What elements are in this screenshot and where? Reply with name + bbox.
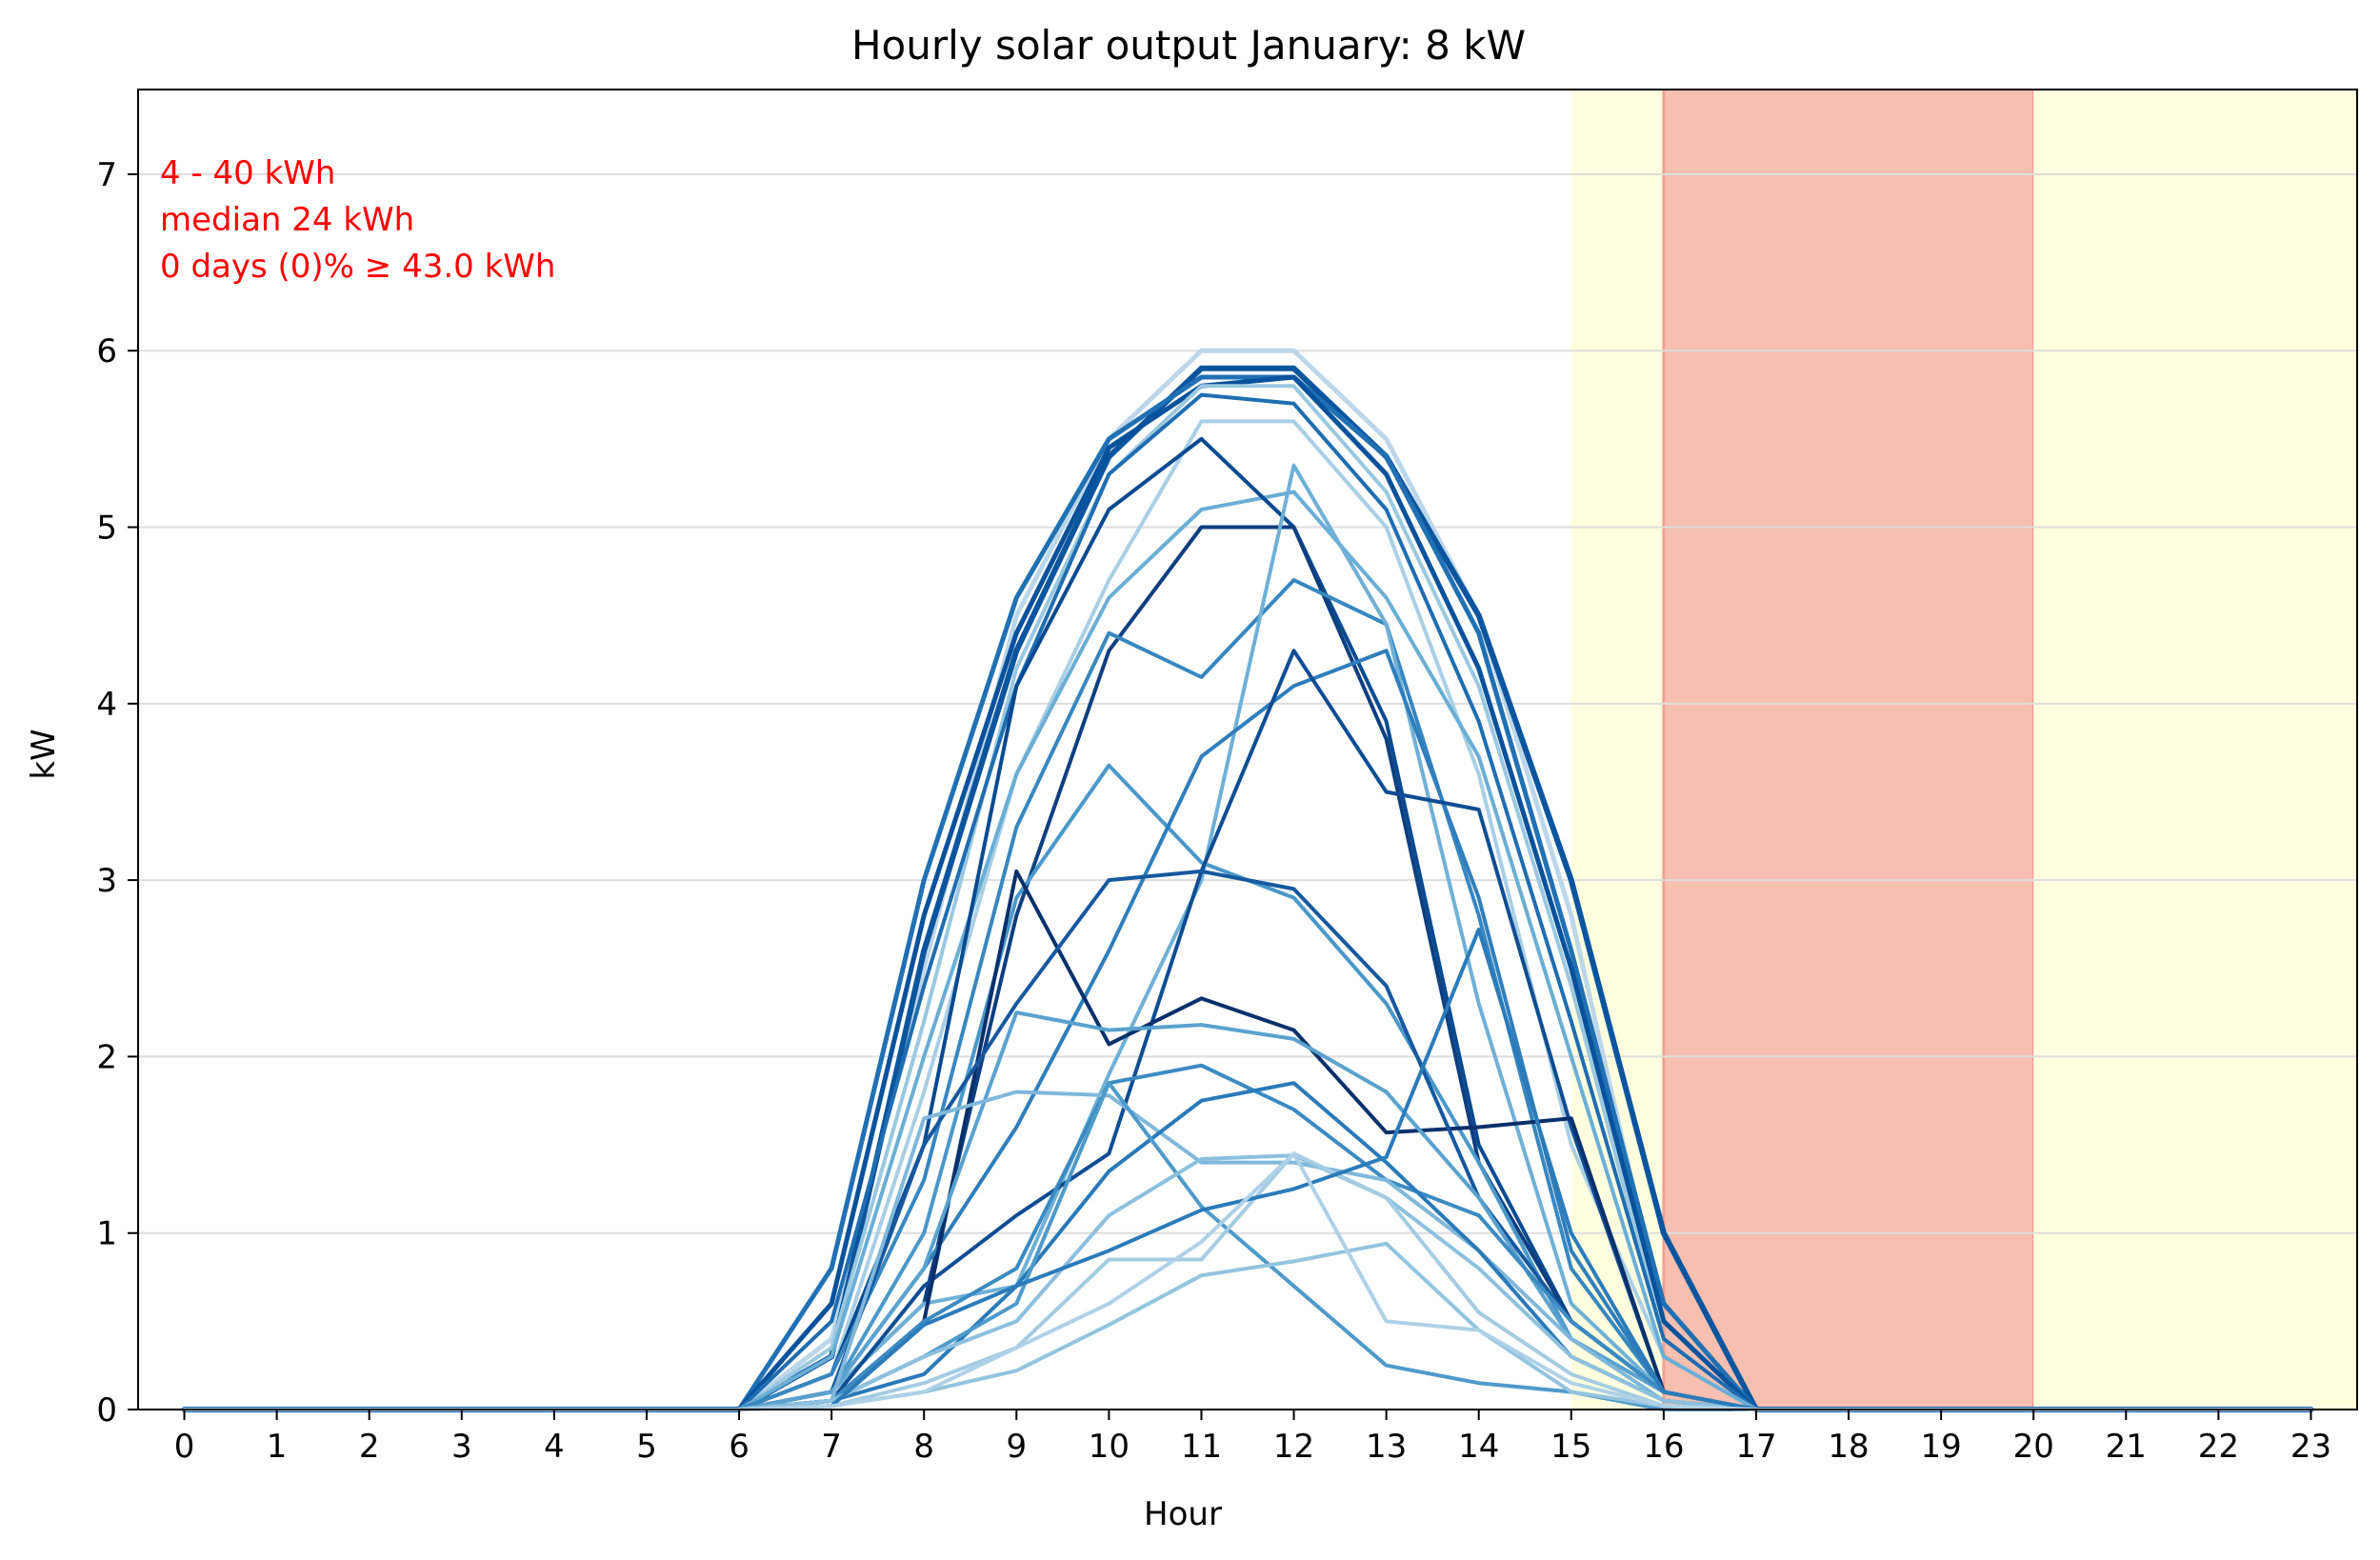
x-tick-label-10: 10 <box>1089 1428 1130 1466</box>
x-tick-label-7: 7 <box>821 1428 842 1466</box>
x-tick-label-22: 22 <box>2198 1428 2239 1466</box>
x-tick-label-18: 18 <box>1828 1428 1869 1466</box>
y-tick-label-5: 5 <box>96 510 117 548</box>
y-tick-label-7: 7 <box>96 156 117 194</box>
x-tick-label-8: 8 <box>913 1428 934 1466</box>
y-tick-label-4: 4 <box>96 686 117 724</box>
tariff-bands <box>1570 90 2357 1410</box>
axes: 0 1 2 3 4 5 6 7 8 9 10 11 12 13 14 15 16 17 18 19 20 21 22 2301… <box>96 89 2358 1466</box>
x-axis-label: Hour <box>1144 1495 1222 1533</box>
gridlines <box>138 172 2357 1234</box>
y-tick-label-1: 1 <box>96 1215 117 1253</box>
x-tick-label-20: 20 <box>2013 1428 2054 1466</box>
x-tick-label-0: 0 <box>174 1428 195 1466</box>
x-tick-label-15: 15 <box>1550 1428 1591 1466</box>
x-tick-label-12: 12 <box>1273 1428 1314 1466</box>
annotation-range: 4 - 40 kWh <box>160 154 335 192</box>
x-tick-label-4: 4 <box>544 1428 565 1466</box>
x-tick-label-11: 11 <box>1181 1428 1222 1466</box>
y-tick-label-3: 3 <box>96 862 117 900</box>
offpeak-band-2 <box>2033 90 2357 1410</box>
x-tick-label-17: 17 <box>1735 1428 1776 1466</box>
plot-frame <box>137 89 2358 1410</box>
chart-title: Hourly solar output January: 8 kW <box>851 22 1526 69</box>
x-tick-label-16: 16 <box>1643 1428 1684 1466</box>
annotation-days: 0 days (0)% ≥ 43.0 kWh <box>160 248 555 286</box>
offpeak-band-0 <box>1570 90 1664 1410</box>
peak-band-1 <box>1663 90 2034 1410</box>
y-tick-label-2: 2 <box>96 1038 117 1076</box>
x-tick-label-2: 2 <box>359 1428 380 1466</box>
x-tick-label-6: 6 <box>729 1428 750 1466</box>
x-tick-label-19: 19 <box>1920 1428 1961 1466</box>
y-axis-label: kW <box>25 729 63 779</box>
annotation-median: median 24 kWh <box>160 201 414 239</box>
y-tick-label-6: 6 <box>96 332 117 370</box>
x-tick-label-3: 3 <box>451 1428 472 1466</box>
x-tick-label-14: 14 <box>1458 1428 1499 1466</box>
y-tick-label-0: 0 <box>96 1391 117 1430</box>
x-tick-label-21: 21 <box>2106 1428 2147 1466</box>
x-tick-label-1: 1 <box>267 1428 288 1466</box>
annotation-box: 4 - 40 kWh median 24 kWh 0 days (0)% ≥ 4… <box>160 154 555 286</box>
x-tick-label-13: 13 <box>1366 1428 1407 1466</box>
x-tick-label-23: 23 <box>2290 1428 2331 1466</box>
x-tick-label-5: 5 <box>636 1428 657 1466</box>
x-tick-label-9: 9 <box>1006 1428 1027 1466</box>
